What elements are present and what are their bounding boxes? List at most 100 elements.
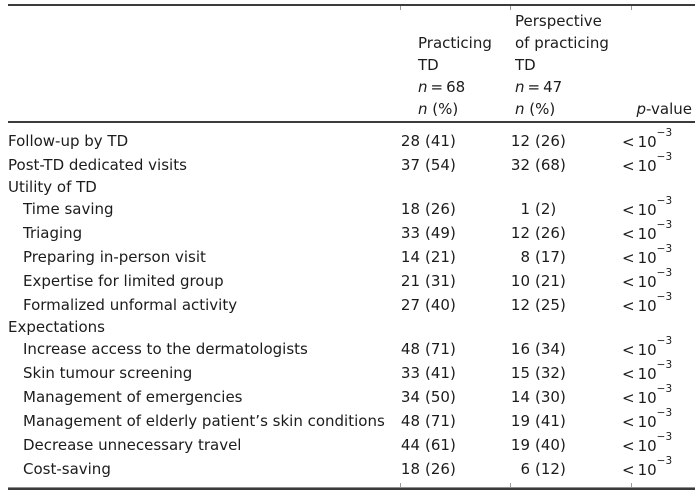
row-label: Expectations: [8, 317, 105, 336]
table-row: Follow-up by TD 28 (41) 12 (26) < 10−3: [8, 126, 695, 153]
header-n-pct: n (%): [418, 100, 459, 118]
table-row: Triaging 33 (49) 12 (26) < 10−3: [8, 218, 695, 245]
row-label: Management of emergencies: [23, 387, 243, 406]
table-body: Follow-up by TD 28 (41) 12 (26) < 10−3 Pos…: [8, 126, 695, 481]
practicing-td-value: 44 (61): [400, 435, 456, 454]
row-label: Follow-up by TD: [8, 131, 129, 150]
practicing-td-value: 18 (26): [400, 459, 456, 478]
row-label: Triaging: [23, 223, 83, 242]
p-value: < 10−3: [622, 242, 673, 267]
row-label: Formalized unformal activity: [23, 295, 238, 314]
perspective-td-value: 12 (25): [510, 295, 566, 314]
practicing-td-value: [400, 317, 510, 337]
perspective-td-value: [510, 317, 622, 337]
p-value: < 10−3: [622, 358, 673, 383]
perspective-td-value: 12 (26): [510, 131, 566, 150]
table-header-rule: [8, 121, 695, 123]
p-value: [622, 317, 695, 337]
practicing-td-value: 48 (71): [400, 411, 456, 430]
column-divider-tick: [510, 483, 511, 487]
table-row: Time saving 18 (26) 1 (2) < 10−3: [8, 194, 695, 221]
perspective-td-value: 10 (21): [510, 271, 566, 290]
perspective-td-value: [510, 177, 622, 197]
row-label: Time saving: [23, 199, 114, 218]
column-divider-tick: [631, 483, 632, 487]
row-label: Utility of TD: [8, 177, 97, 196]
table-top-rule: [8, 4, 695, 6]
header-sample-size: n = 68: [418, 78, 466, 96]
perspective-td-value: 19 (40): [510, 435, 566, 454]
p-value: < 10−3: [622, 126, 673, 151]
column-divider-tick: [400, 6, 401, 10]
practicing-td-value: 33 (41): [400, 363, 456, 382]
table-row: Management of elderly patient’s skin con…: [8, 406, 695, 433]
table-row: Utility of TD: [8, 177, 695, 197]
table-bottom-rule-light: [8, 487, 695, 488]
p-value: < 10−3: [622, 194, 673, 219]
table-row: Increase access to the dermatologists 48…: [8, 334, 695, 361]
p-value: < 10−3: [622, 334, 673, 359]
row-label: Cost-saving: [23, 459, 111, 478]
header-perspective-td: Perspective of practicing TD n = 47 n (%…: [510, 10, 622, 120]
table-bottom-rule: [8, 488, 695, 490]
table-row: Cost-saving 18 (26) 6 (12) < 10−3: [8, 454, 695, 481]
perspective-td-value: 1 (2): [520, 199, 557, 218]
column-divider-tick: [510, 6, 511, 10]
table-header: Practicing TD n = 68 n (%) Perspective o…: [8, 6, 695, 120]
table-row: Expectations: [8, 317, 695, 337]
practicing-td-value: 21 (31): [400, 271, 456, 290]
practicing-td-value: 34 (50): [400, 387, 456, 406]
table-row: Decrease unnecessary travel 44 (61) 19 (40…: [8, 430, 695, 457]
header-line: TD: [515, 56, 536, 74]
p-value: < 10−3: [622, 290, 673, 315]
header-n-pct: n (%): [515, 100, 556, 118]
practicing-td-value: 33 (49): [400, 223, 456, 242]
perspective-td-value: 14 (30): [510, 387, 566, 406]
row-label: Skin tumour screening: [23, 363, 193, 382]
table-row: Preparing in-person visit 14 (21) 8 (17) <…: [8, 242, 695, 269]
column-divider-tick: [631, 6, 632, 10]
table-row: Post-TD dedicated visits 37 (54) 32 (68) <…: [8, 150, 695, 177]
header-line: TD: [418, 56, 439, 74]
p-value: < 10−3: [622, 150, 673, 175]
header-line: p-value: [636, 100, 692, 118]
table-row: Formalized unformal activity 27 (40) 12 (2…: [8, 290, 695, 317]
table-row: Management of emergencies 34 (50) 14 (30) …: [8, 382, 695, 409]
p-value: < 10−3: [622, 218, 673, 243]
row-label: Increase access to the dermatologists: [23, 339, 308, 358]
p-value: < 10−3: [622, 266, 673, 291]
column-divider-tick: [400, 483, 401, 487]
header-sample-size: n = 47: [515, 78, 563, 96]
p-value: < 10−3: [622, 430, 673, 455]
perspective-td-value: 19 (41): [510, 411, 566, 430]
row-label: Decrease unnecessary travel: [23, 435, 242, 454]
table-row: Skin tumour screening 33 (41) 15 (32) < 10…: [8, 358, 695, 385]
p-value: < 10−3: [622, 454, 673, 479]
row-label: Post-TD dedicated visits: [8, 155, 187, 174]
header-line: of practicing: [515, 34, 609, 52]
practicing-td-value: 48 (71): [400, 339, 456, 358]
practicing-td-value: 28 (41): [400, 131, 456, 150]
p-value: < 10−3: [622, 382, 673, 407]
practicing-td-value: 27 (40): [400, 295, 456, 314]
row-label: Management of elderly patient’s skin con…: [23, 411, 385, 430]
header-line: Practicing: [418, 34, 492, 52]
header-line: Perspective: [515, 12, 602, 30]
row-label: Preparing in-person visit: [23, 247, 206, 266]
header-practicing-td: Practicing TD n = 68 n (%): [400, 32, 510, 120]
row-label: Expertise for limited group: [23, 271, 224, 290]
perspective-td-value: 15 (32): [510, 363, 566, 382]
p-value: < 10−3: [622, 406, 673, 431]
practicing-td-value: 37 (54): [400, 155, 456, 174]
header-p-value: p-value: [622, 98, 695, 120]
perspective-td-value: 16 (34): [510, 339, 566, 358]
practicing-td-value: 14 (21): [400, 247, 456, 266]
perspective-td-value: 8 (17): [520, 247, 566, 266]
perspective-td-value: 12 (26): [510, 223, 566, 242]
practicing-td-value: [400, 177, 510, 197]
perspective-td-value: 32 (68): [510, 155, 566, 174]
p-value: [622, 177, 695, 197]
practicing-td-value: 18 (26): [400, 199, 456, 218]
table-row: Expertise for limited group 21 (31) 10 (21…: [8, 266, 695, 293]
